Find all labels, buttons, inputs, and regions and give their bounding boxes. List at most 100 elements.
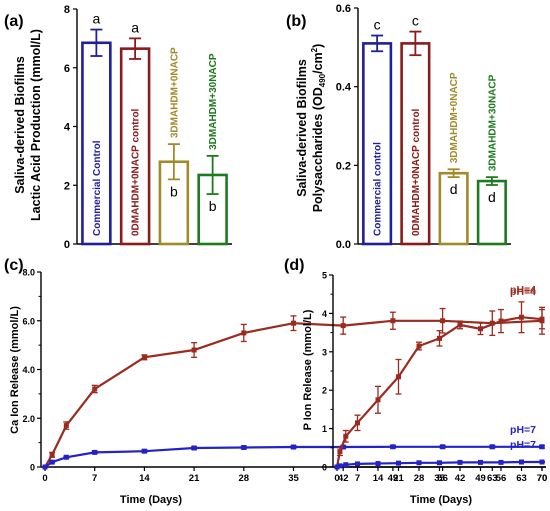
- ylabel-b-line2: Polysaccharides (OD490/cm2): [310, 44, 327, 213]
- x-tick-label: 0: [42, 473, 47, 484]
- data-point: [478, 460, 483, 465]
- data-point: [540, 317, 545, 322]
- ylabel-a-line2: Lactic Acid Production (mmol/L): [29, 29, 43, 221]
- data-point: [92, 387, 97, 392]
- data-point: [142, 449, 147, 454]
- ylabel-b-part3: ): [311, 44, 325, 48]
- panel-b: (b) Saliva-derived Biofilms Polysacchari…: [286, 3, 511, 251]
- x-tick-label: 28: [239, 473, 250, 484]
- y-tick-label: 0.2: [336, 160, 351, 172]
- data-point: [355, 420, 360, 425]
- data-point: [499, 460, 504, 465]
- data-point: [437, 336, 442, 341]
- data-point: [458, 322, 463, 327]
- x-tick-label: 28: [414, 473, 425, 484]
- data-point: [478, 326, 483, 331]
- data-point: [343, 434, 348, 439]
- category-label: 3DMAHDM+0NACP: [449, 72, 460, 163]
- category-label: 0DMAHDM+0NACP control: [131, 108, 142, 236]
- panel-label-c: (c): [4, 257, 24, 274]
- xlabel-d: Time (Days): [410, 494, 472, 506]
- data-point: [337, 449, 342, 454]
- panel-a: (a) Saliva-derived Biofilms Lactic Acid …: [4, 4, 232, 251]
- x-tick-label: 7: [92, 473, 97, 484]
- y-tick-label: 4: [322, 309, 327, 319]
- y-tick-label: 0.6: [336, 3, 351, 15]
- data-point: [343, 462, 348, 467]
- data-point: [64, 423, 69, 428]
- plot-area-b: 0.0 0.2 0.4 0.6 c Commercial control c 0DMAHDM+…: [336, 3, 511, 251]
- plot-area-c: 02.04.06.08.00 7 14 21 28 35 42 49 56 63 70pH=4pH=…: [22, 268, 547, 485]
- category-label: 3DMAHDM+30NACP: [487, 74, 498, 171]
- y-tick-label: 2: [322, 386, 327, 396]
- panel-label-a: (a): [4, 13, 24, 30]
- plot-area-a: 0 2 4 6 8 a Commercial Control a 0DMAHDM+0NACP c…: [64, 4, 232, 251]
- x-tick-label: 35: [288, 473, 299, 484]
- data-point: [50, 452, 55, 457]
- ylabel-d: P Ion Release (mmol/L): [302, 309, 314, 430]
- data-point: [440, 444, 445, 449]
- category-label: 3DMAHDM+30NACP: [208, 53, 219, 150]
- ylabel-b-part2: /cm: [311, 52, 325, 74]
- data-point: [192, 348, 197, 353]
- significance-letter: a: [92, 11, 100, 27]
- data-point: [376, 397, 381, 402]
- xlabel-c: Time (Days): [120, 494, 182, 506]
- significance-letter: d: [450, 181, 458, 197]
- x-tick-label: 0: [334, 473, 339, 484]
- y-tick-label: 2.0: [22, 414, 35, 424]
- data-point: [540, 444, 545, 449]
- x-tick-label: 56: [496, 473, 507, 484]
- series-label: pH=4: [510, 284, 536, 296]
- category-label: 0DMAHDM+0NACP control: [411, 108, 422, 236]
- significance-letter: b: [170, 183, 178, 199]
- data-point: [92, 450, 97, 455]
- category-label: Commercial control: [373, 142, 384, 236]
- y-tick-label: 0: [322, 463, 327, 473]
- data-point: [458, 460, 463, 465]
- y-tick-label: 6: [64, 63, 70, 75]
- y-tick-label: 0.0: [336, 239, 351, 251]
- data-point: [291, 445, 296, 450]
- data-point: [64, 455, 69, 460]
- data-point: [519, 315, 524, 320]
- significance-letter: c: [412, 13, 419, 29]
- ylabel-b-subscript: 490: [318, 73, 327, 87]
- category-label: 3DMAHDM+0NACP: [169, 47, 180, 138]
- significance-letter: a: [131, 19, 139, 35]
- data-point: [241, 445, 246, 450]
- series-label: pH=7: [510, 439, 536, 451]
- y-tick-label: 4.0: [22, 365, 35, 375]
- series-line: [45, 447, 542, 467]
- ylabel-c: Ca Ion Release (mmol/L): [9, 306, 21, 434]
- data-point: [291, 321, 296, 326]
- data-point: [417, 460, 422, 465]
- x-tick-label: 42: [455, 473, 466, 484]
- y-tick-label: 6.0: [22, 316, 35, 326]
- y-tick-label: 4: [64, 122, 71, 134]
- data-point: [437, 460, 442, 465]
- x-tick-label: 21: [189, 473, 200, 484]
- data-point: [355, 461, 360, 466]
- x-tick-label: 49: [475, 473, 486, 484]
- x-tick-label: 7: [355, 473, 360, 484]
- data-point: [376, 461, 381, 466]
- x-tick-label: 14: [373, 473, 384, 484]
- panel-d: (d) P Ion Release (mmol/L) Time (Days) 0…: [284, 257, 547, 506]
- ylabel-b-part1: Polysaccharides (OD: [311, 87, 325, 212]
- y-tick-label: 8: [64, 4, 70, 16]
- significance-letter: b: [209, 198, 217, 214]
- data-point: [499, 319, 504, 324]
- x-tick-label: 35: [434, 473, 445, 484]
- series-label: pH=7: [510, 424, 536, 436]
- ylabel-b-line1: Saliva-derived Biofilms: [295, 59, 309, 197]
- panel-label-d: (d): [284, 257, 304, 274]
- data-point: [519, 460, 524, 465]
- y-tick-label: 1: [322, 424, 327, 434]
- data-point: [341, 323, 346, 328]
- data-point: [337, 463, 342, 468]
- data-point: [50, 460, 55, 465]
- data-point: [417, 344, 422, 349]
- data-point: [396, 461, 401, 466]
